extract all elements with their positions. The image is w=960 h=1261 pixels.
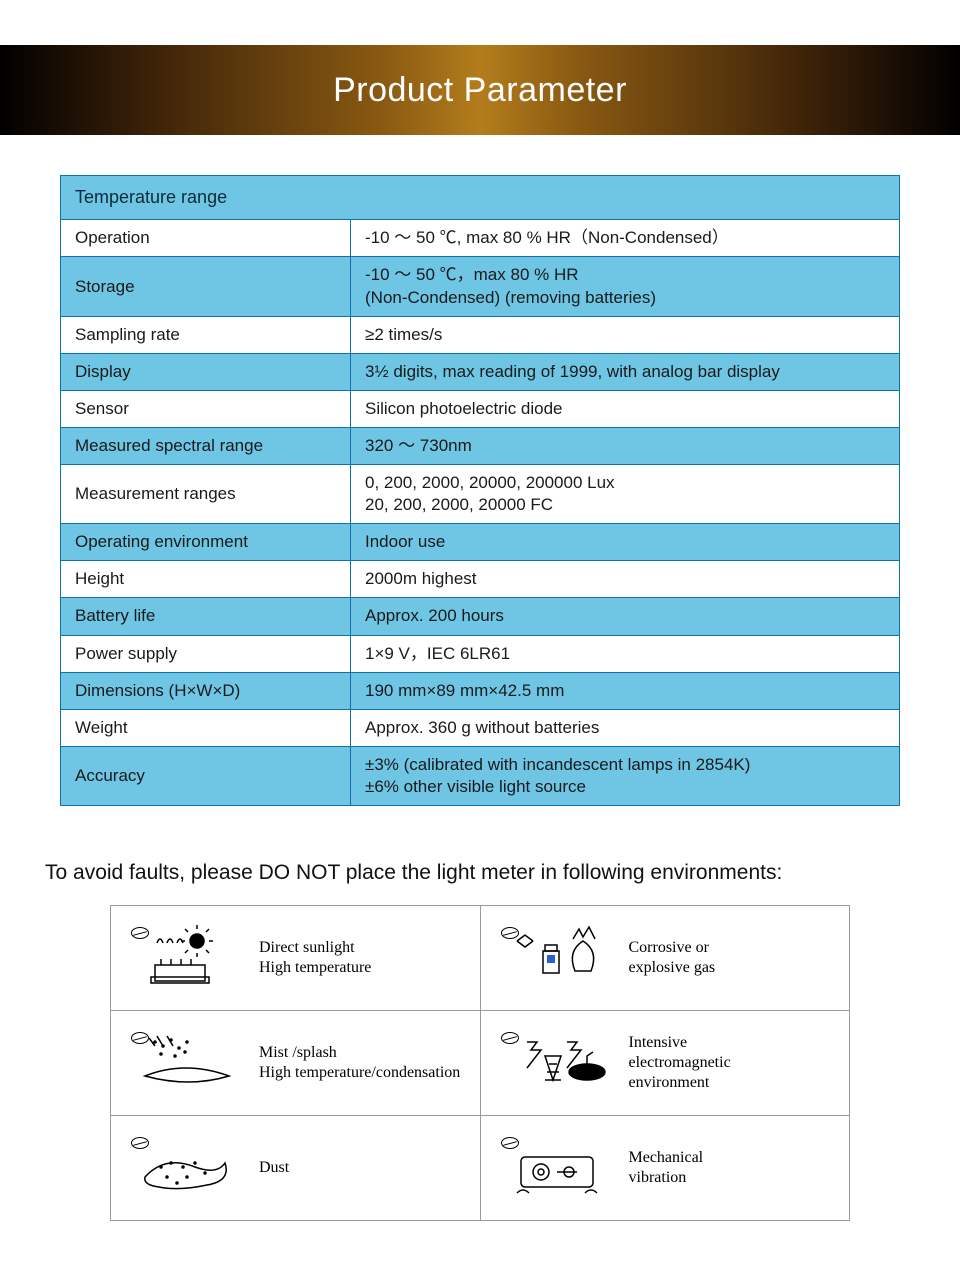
param-label: Weight — [61, 709, 351, 746]
env-row: Mist /splashHigh temperature/condensatio… — [111, 1010, 850, 1115]
gas-icon — [497, 923, 617, 993]
env-row: Direct sunlightHigh temperature Corrosiv… — [111, 905, 850, 1010]
sun-heat-icon — [127, 923, 247, 993]
param-value: 1×9 V，IEC 6LR61 — [351, 635, 900, 672]
table-row: Height2000m highest — [61, 561, 900, 598]
param-value: 2000m highest — [351, 561, 900, 598]
param-value: 320 ～ 730nm — [351, 427, 900, 464]
param-value: 0, 200, 2000, 20000, 200000 Lux20, 200, … — [351, 465, 900, 524]
warning-text: To avoid faults, please DO NOT place the… — [45, 861, 915, 885]
vibration-icon — [497, 1133, 617, 1203]
table-section-label: Temperature range — [61, 176, 900, 220]
table-row: Measured spectral range320 ～ 730nm — [61, 427, 900, 464]
param-label: Sampling rate — [61, 316, 351, 353]
env-cell: Direct sunlightHigh temperature — [111, 905, 481, 1010]
param-value: ±3% (calibrated with incandescent lamps … — [351, 746, 900, 805]
prohibit-icon — [501, 927, 519, 939]
prohibit-icon — [501, 1137, 519, 1149]
env-row: Dust Mechanicalvibration — [111, 1115, 850, 1220]
table-row: Battery lifeApprox. 200 hours — [61, 598, 900, 635]
table-row: WeightApprox. 360 g without batteries — [61, 709, 900, 746]
page-title: Product Parameter — [333, 71, 627, 110]
param-label: Sensor — [61, 390, 351, 427]
emi-icon — [497, 1028, 617, 1098]
environments-grid: Direct sunlightHigh temperature Corrosiv… — [110, 905, 850, 1221]
param-label: Measured spectral range — [61, 427, 351, 464]
env-label: Mist /splashHigh temperature/condensatio… — [259, 1043, 464, 1083]
env-cell: Intensiveelectromagneticenvironment — [480, 1010, 850, 1115]
prohibit-icon — [501, 1032, 519, 1044]
table-row: Sampling rate≥2 times/s — [61, 316, 900, 353]
param-value: -10 ～ 50 ℃，max 80 % HR (Non-Condensed) (… — [351, 257, 900, 316]
param-label: Storage — [61, 257, 351, 316]
param-value: Silicon photoelectric diode — [351, 390, 900, 427]
param-value: 190 mm×89 mm×42.5 mm — [351, 672, 900, 709]
env-label: Direct sunlightHigh temperature — [259, 938, 464, 978]
parameter-table: Temperature range Operation-10 ～ 50 ℃, m… — [60, 175, 900, 806]
table-section-row: Temperature range — [61, 176, 900, 220]
table-row: Storage-10 ～ 50 ℃，max 80 % HR (Non-Conde… — [61, 257, 900, 316]
env-cell: Mist /splashHigh temperature/condensatio… — [111, 1010, 481, 1115]
param-label: Measurement ranges — [61, 465, 351, 524]
param-label: Display — [61, 353, 351, 390]
param-value: Approx. 200 hours — [351, 598, 900, 635]
param-label: Dimensions (H×W×D) — [61, 672, 351, 709]
table-row: Operation-10 ～ 50 ℃, max 80 % HR（Non-Con… — [61, 220, 900, 257]
param-value: Indoor use — [351, 524, 900, 561]
param-label: Battery life — [61, 598, 351, 635]
table-row: Display3½ digits, max reading of 1999, w… — [61, 353, 900, 390]
header-band: Product Parameter — [0, 45, 960, 135]
table-row: Accuracy±3% (calibrated with incandescen… — [61, 746, 900, 805]
table-row: SensorSilicon photoelectric diode — [61, 390, 900, 427]
env-cell: Corrosive orexplosive gas — [480, 905, 850, 1010]
param-value: -10 ～ 50 ℃, max 80 % HR（Non-Condensed） — [351, 220, 900, 257]
param-label: Power supply — [61, 635, 351, 672]
prohibit-icon — [131, 1032, 149, 1044]
env-label: Dust — [259, 1158, 464, 1178]
prohibit-icon — [131, 1137, 149, 1149]
prohibit-icon — [131, 927, 149, 939]
env-label: Intensiveelectromagneticenvironment — [629, 1033, 834, 1093]
param-value: ≥2 times/s — [351, 316, 900, 353]
env-label: Corrosive orexplosive gas — [629, 938, 834, 978]
env-cell: Mechanicalvibration — [480, 1115, 850, 1220]
param-label: Accuracy — [61, 746, 351, 805]
mist-icon — [127, 1028, 247, 1098]
dust-icon — [127, 1133, 247, 1203]
table-row: Measurement ranges0, 200, 2000, 20000, 2… — [61, 465, 900, 524]
param-label: Operation — [61, 220, 351, 257]
param-label: Operating environment — [61, 524, 351, 561]
table-row: Dimensions (H×W×D)190 mm×89 mm×42.5 mm — [61, 672, 900, 709]
param-value: Approx. 360 g without batteries — [351, 709, 900, 746]
param-label: Height — [61, 561, 351, 598]
table-row: Operating environmentIndoor use — [61, 524, 900, 561]
param-value: 3½ digits, max reading of 1999, with ana… — [351, 353, 900, 390]
table-row: Power supply1×9 V，IEC 6LR61 — [61, 635, 900, 672]
env-label: Mechanicalvibration — [629, 1148, 834, 1188]
env-cell: Dust — [111, 1115, 481, 1220]
